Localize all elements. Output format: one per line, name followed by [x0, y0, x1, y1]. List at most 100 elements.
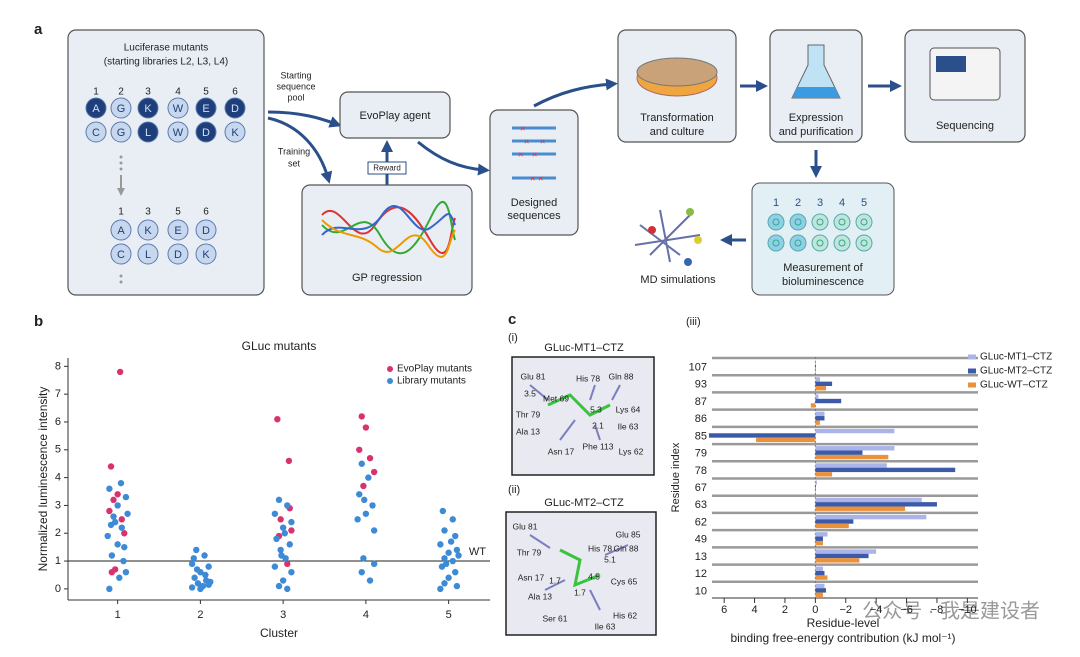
bar [815, 428, 895, 434]
x-tick-label: 3 [280, 609, 286, 621]
point [445, 574, 452, 581]
residue-circle [137, 121, 159, 143]
point [284, 502, 291, 509]
residue-letter: D [174, 249, 182, 261]
well [855, 234, 873, 252]
point [124, 510, 131, 517]
x-axis-label: Residue-level [807, 616, 880, 630]
sequencer [929, 47, 1001, 101]
svg-text:×: × [520, 123, 525, 133]
md-atoms [648, 208, 702, 266]
x-tick-label: 6 [721, 604, 727, 616]
y-tick-label: 8 [55, 360, 61, 372]
point [370, 560, 378, 568]
point [441, 555, 448, 562]
well-label: 3 [817, 197, 823, 209]
residue-letter: W [173, 103, 184, 115]
bar [815, 480, 817, 485]
bar [815, 519, 854, 524]
point [452, 568, 459, 576]
point [370, 527, 378, 534]
y-tick-label: 107 [689, 362, 707, 374]
svg-text:×: × [532, 149, 537, 159]
point [108, 568, 116, 576]
well [833, 213, 851, 231]
point [365, 474, 372, 481]
y-tick-label: 2 [55, 527, 61, 539]
watermark: 公众号 · 我是建设者 [862, 599, 1040, 622]
ligand [547, 393, 611, 588]
point [356, 491, 363, 498]
bar [815, 489, 816, 494]
residue-circle [85, 97, 107, 119]
bar [815, 497, 922, 503]
y-tick-label: 79 [695, 448, 707, 460]
arrow [533, 78, 618, 108]
subpanel-label: (ii) [508, 484, 520, 496]
flask-liquid [792, 87, 840, 98]
arrow-label: sequence [276, 81, 315, 91]
step-label: Expression [789, 112, 843, 124]
bar [815, 394, 819, 399]
residue-circle [224, 121, 246, 143]
subpanel-label: (iii) [686, 316, 701, 328]
residue-annotation: Gln 88 [608, 371, 633, 381]
step-label: Sequencing [936, 120, 994, 132]
x-tick-label: 2 [197, 609, 203, 621]
y-axis-label: Normalized luminescence intensity [36, 387, 50, 572]
point [273, 535, 280, 543]
bar [815, 566, 823, 571]
point [354, 516, 361, 523]
gp-box [301, 184, 473, 296]
legend-label: GLuc-WT–CTZ [980, 380, 1048, 391]
residue-letter: G [117, 127, 126, 139]
svg-text:×: × [540, 136, 545, 146]
point [447, 538, 455, 545]
bar [815, 558, 860, 563]
point [120, 557, 127, 565]
point [118, 516, 125, 523]
arrow [267, 110, 342, 128]
point [358, 460, 365, 467]
point [116, 574, 123, 581]
residue-letter: E [202, 103, 209, 115]
legend-swatch [968, 382, 976, 388]
point [358, 568, 365, 576]
residue-circle [110, 243, 132, 265]
point [114, 502, 121, 509]
bar [815, 368, 816, 374]
point [360, 482, 367, 490]
residue-annotation: Thr 79 [516, 409, 541, 419]
agent-label: EvoPlay agent [360, 110, 431, 122]
point [118, 524, 125, 531]
residue-letter: K [144, 103, 152, 115]
point [106, 585, 113, 593]
point [361, 496, 368, 504]
residue-letter: W [173, 127, 184, 139]
point [201, 552, 208, 559]
legend-label: GLuc-MT1–CTZ [980, 352, 1052, 363]
residue-circle [167, 121, 189, 143]
residue-annotation: Ala 13 [516, 426, 540, 436]
point [449, 516, 456, 523]
y-tick-label: 13 [695, 551, 707, 563]
panel-label: a [34, 21, 43, 38]
bar [756, 437, 816, 443]
legend-swatch [968, 368, 976, 374]
well-inner [860, 239, 868, 247]
panel-label: b [34, 313, 43, 330]
step-label: MD simulations [640, 274, 716, 286]
legend-label: Library mutants [397, 376, 466, 387]
point [122, 568, 130, 576]
point [275, 582, 283, 590]
point [288, 518, 295, 526]
point [288, 527, 295, 534]
bar [815, 575, 828, 580]
y-tick-label: 49 [695, 534, 707, 546]
point [439, 507, 447, 515]
residue-annotation: Ile 63 [618, 421, 639, 431]
residue-annotation: Lys 64 [616, 404, 641, 414]
bar [815, 588, 826, 593]
well [811, 213, 829, 231]
